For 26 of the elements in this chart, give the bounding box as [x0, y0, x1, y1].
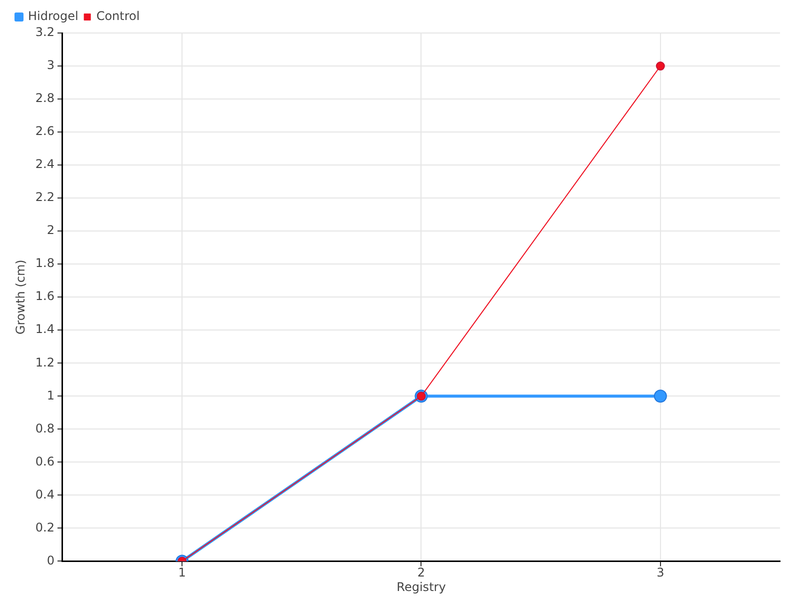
point — [656, 62, 665, 71]
legend-label: Hidrogel — [28, 9, 78, 24]
y-tick-label: 0.2 — [35, 520, 54, 534]
point — [654, 390, 667, 403]
y-tick-label: 1.4 — [35, 322, 54, 336]
y-tick-label: 2.6 — [35, 124, 54, 138]
y-tick-label: 2.4 — [35, 157, 54, 172]
y-tick-label: 1.8 — [35, 256, 54, 270]
y-tick-label: 0.6 — [35, 454, 54, 468]
y-tick-label: 3.2 — [35, 25, 54, 40]
x-tick-label: 1 — [178, 566, 186, 580]
y-tick-label: 2 — [46, 223, 54, 238]
y-tick-label: 1 — [46, 388, 54, 402]
y-tick-label: 0 — [46, 553, 54, 568]
y-axis-title: Growth (cm) — [13, 260, 28, 335]
y-tick-label: 0.8 — [35, 421, 54, 436]
y-tick-label: 1.6 — [35, 289, 54, 304]
x-tick-label: 2 — [417, 566, 426, 580]
y-tick-label: 0.4 — [35, 487, 54, 502]
y-tick-label: 2.8 — [35, 91, 54, 106]
x-tick-label: 3 — [656, 566, 664, 580]
x-axis-title: Registry — [396, 580, 446, 594]
legend-label: Control — [96, 9, 140, 24]
y-tick-label: 1.2 — [35, 355, 54, 370]
y-tick-label: 3 — [46, 58, 54, 72]
y-tick-label: 2.2 — [35, 190, 54, 204]
